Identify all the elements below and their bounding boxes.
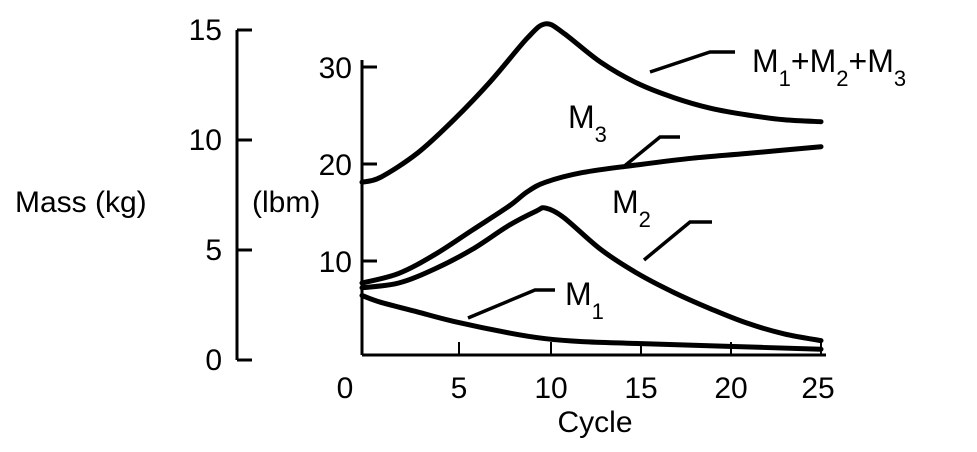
lbm-tick-label: 20 <box>319 149 352 182</box>
lbm-tick-label: 30 <box>319 52 352 85</box>
series-label-m2: M2 <box>612 184 651 232</box>
leader-line-m1-m2-m3 <box>649 50 735 74</box>
leader-line-m3 <box>620 135 680 170</box>
leader-line-m1 <box>467 288 555 320</box>
series-label-m3: M3 <box>568 99 607 147</box>
lbm-axis-label: (lbm) <box>252 186 320 219</box>
series-labels: M1+M2+M3 M3 M2 M1 <box>565 43 906 324</box>
lbm-tick-label: 10 <box>319 246 352 279</box>
kg-axis-label: Mass (kg) <box>15 186 147 219</box>
series-line-m1 <box>359 293 824 352</box>
x-axis-label: Cycle <box>557 406 632 439</box>
x-tick-label: 10 <box>534 372 567 405</box>
kg-axis: 15 10 5 0 Mass (kg) <box>15 14 252 377</box>
kg-tick-label: 15 <box>189 14 222 47</box>
x-axis: 0 5 10 15 20 25 Cycle <box>337 342 835 439</box>
lbm-axis: 30 20 10 (lbm) <box>252 52 377 355</box>
series-group <box>359 21 824 352</box>
series-label-m1-m2-m3: M1+M2+M3 <box>752 43 906 91</box>
series-line-m3 <box>359 144 824 286</box>
series-line-m1-m2-m3 <box>359 21 824 185</box>
x-tick-label: 0 <box>337 372 354 405</box>
series-label-m1: M1 <box>565 276 604 324</box>
series-line-m2 <box>359 205 824 344</box>
leader-lines <box>467 50 735 320</box>
x-tick-label: 5 <box>451 372 468 405</box>
kg-tick-label: 10 <box>189 124 222 157</box>
leader-line-m2 <box>642 220 712 262</box>
x-tick-label: 15 <box>624 372 657 405</box>
x-tick-label: 25 <box>801 372 834 405</box>
kg-tick-label: 0 <box>205 344 222 377</box>
kg-tick-label: 5 <box>205 234 222 267</box>
x-tick-label: 20 <box>714 372 747 405</box>
